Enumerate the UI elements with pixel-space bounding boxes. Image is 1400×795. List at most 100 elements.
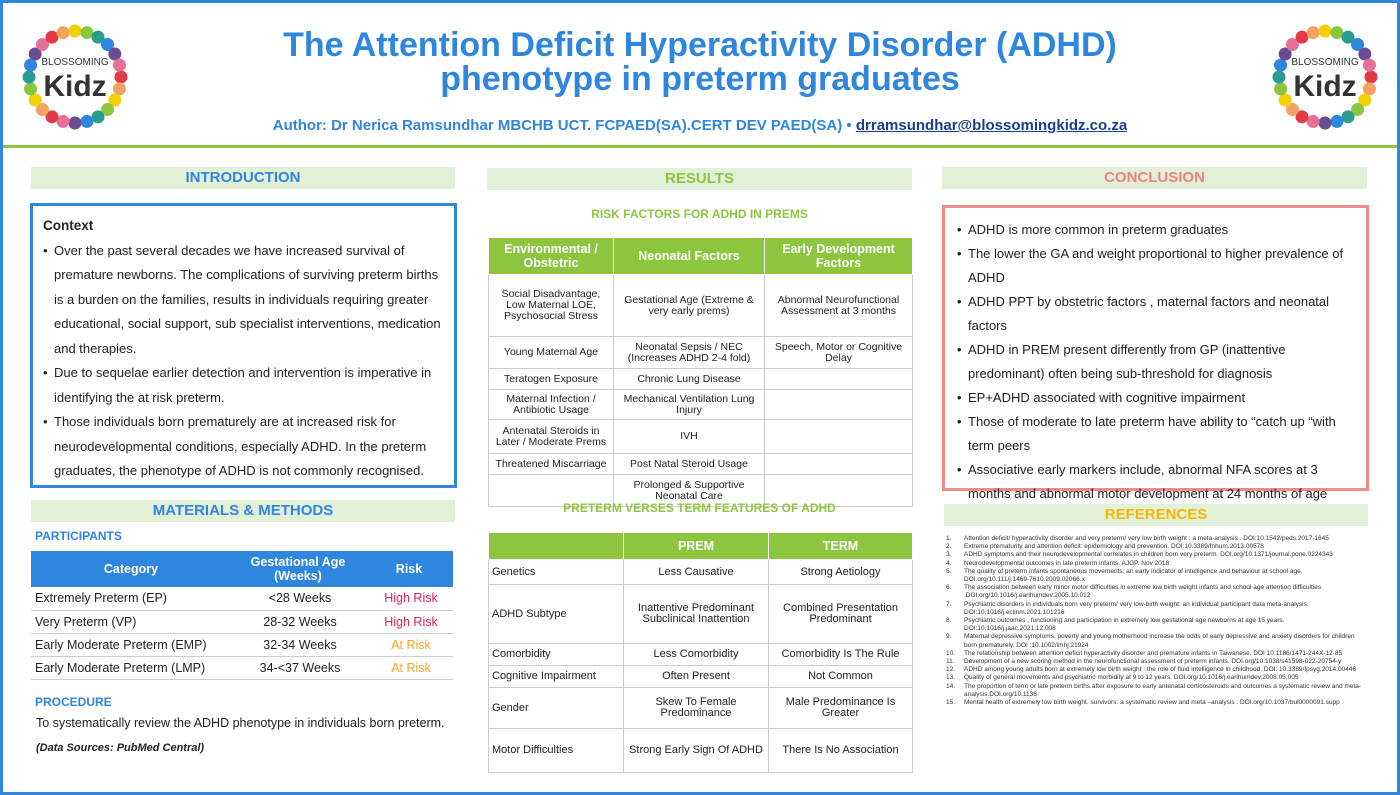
logo-petal (35, 37, 49, 51)
table-cell: Prolonged & Supportive Neonatal Care (613, 474, 765, 507)
risk-factors-title: RISK FACTORS FOR ADHD IN PREMS (591, 207, 808, 221)
reference-item: 14. The proportion of term or late preter… (946, 683, 1366, 699)
logo-petal (24, 58, 38, 72)
logo-petal (91, 30, 105, 44)
svg-text:BLOSSOMING: BLOSSOMING (41, 57, 108, 68)
table-cell: Gestational Age (Extreme & very early pr… (613, 274, 765, 337)
table-cell: Strong Early Sign Of ADHD (623, 728, 769, 773)
logo-petal (1306, 26, 1320, 40)
logo-petal (28, 47, 42, 61)
header-divider (3, 145, 1397, 148)
table-cell: Mechanical Ventilation Lung Injury (613, 389, 765, 420)
reference-text: Extreme prematurity and attention defici… (964, 543, 1264, 551)
reference-text: Psychiatric disorders in individuals bor… (964, 600, 1309, 616)
reference-number: 10. (946, 649, 956, 657)
feature-cell: Cognitive Impairment (488, 665, 624, 688)
age-cell: 28-32 Weeks (231, 610, 365, 634)
reference-text: The relationship between attention defic… (964, 649, 1343, 657)
reference-number: 12. (946, 666, 956, 674)
references-list: 1. Attention deficit/ hyperactivity disor… (946, 535, 1366, 707)
column-header: Category (31, 551, 231, 587)
blossoming-kidz-logo: BLOSSOMING Kidz (22, 24, 128, 130)
conclusion-list: ADHD is more common in preterm graduates… (957, 218, 1354, 506)
procedure-description: To systematically review the ADHD phenot… (36, 716, 445, 730)
table-row: Gender Skew To Female Predominance Male Pr… (488, 687, 913, 729)
table-cell: There Is No Association (768, 728, 913, 773)
author-email-link[interactable]: drramsundhar@blossomingkidz.co.za (855, 117, 1128, 134)
reference-text: Development of a new scoring method in t… (964, 658, 1342, 666)
table-cell (764, 453, 913, 475)
procedure-text: To systematically review the ADHD phenot… (36, 711, 451, 760)
table-cell: Social Disadvantage, Low Maternal LOE, P… (488, 274, 614, 337)
logo-petal (22, 70, 36, 84)
reference-item: 6. The association between early minor mo… (946, 584, 1366, 600)
table-row: ADHD Subtype Inattentive Predominant Subc… (488, 584, 913, 644)
table-row: Comorbidity Less Comorbidity Comorbidity I… (488, 643, 913, 666)
list-item: ADHD in PREM present differently from GP… (957, 338, 1354, 386)
blossoming-kidz-logo: BLOSSOMING Kidz (1272, 24, 1378, 130)
logo-petal (91, 110, 105, 124)
table-row: Very Preterm (VP) 28-32 Weeks High Risk (31, 610, 453, 634)
table-cell: Antenatal Steroids in Later / Moderate P… (488, 419, 614, 454)
logo-petal (1362, 58, 1376, 72)
author-name: Author: Dr Nerica Ramsundhar MBCHB UCT. … (272, 117, 852, 134)
list-item: Those individuals born prematurely are a… (43, 410, 444, 484)
category-cell: Very Preterm (VP) (31, 610, 231, 634)
logo-petal (1351, 103, 1365, 117)
logo-petal (80, 26, 94, 40)
table-row: Motor Difficulties Strong Early Sign Of A… (488, 728, 913, 773)
poster-title: The Attention Deficit Hyperactivity Diso… (150, 28, 1250, 96)
table-row: Antenatal Steroids in Later / Moderate P… (488, 419, 913, 454)
conclusion-box: ADHD is more common in preterm graduates… (942, 205, 1369, 501)
table-cell: Abnormal Neurofunctional Assessment at 3… (764, 274, 913, 337)
reference-text: ADHD among young adults born at extremel… (964, 666, 1357, 674)
table-row: Early Moderate Preterm (LMP) 34-<37 Weeks… (31, 656, 453, 680)
logo-petal (1341, 110, 1355, 124)
logo-petal (1274, 58, 1288, 72)
poster-header: BLOSSOMING Kidz BLOSSOMING Kidz The Atte… (0, 0, 1400, 148)
reference-number: 13. (946, 674, 956, 682)
context-label: Context (43, 218, 94, 233)
column-header: PREM (623, 532, 769, 560)
preterm-term-table: PREM TERM Genetics Less Causative Strong A… (488, 532, 913, 773)
reference-item: 1. Attention deficit/ hyperactivity disor… (946, 535, 1366, 543)
table-cell: Post Natal Steroid Usage (613, 453, 765, 475)
reference-number: 11. (946, 658, 955, 666)
reference-text: Maternal depressive symptoms, poverty an… (964, 633, 1355, 649)
title-line-1: The Attention Deficit Hyperactivity Diso… (283, 26, 1117, 64)
participants-label: PARTICIPANTS (35, 529, 122, 543)
reference-text: Neurodevelopmental outcomes in late pret… (964, 559, 1170, 567)
logo-petal (1295, 110, 1309, 124)
reference-number: 6. (946, 584, 952, 592)
reference-number: 14. (946, 682, 956, 690)
table-cell: Skew To Female Predominance (623, 687, 769, 729)
feature-cell: Comorbidity (488, 643, 624, 666)
table-cell: Maternal Infection / Antibiotic Usage (488, 389, 614, 420)
table-cell: Strong Aetiology (768, 559, 913, 585)
reference-number: 2. (946, 543, 952, 551)
logo-petal (1358, 47, 1372, 61)
logo-petal (35, 103, 49, 117)
logo-petal (108, 47, 122, 61)
table-row: Social Disadvantage, Low Maternal LOE, P… (488, 274, 913, 337)
list-item: Due to sequelae earlier detection and in… (43, 361, 444, 410)
column-header: Gestational Age (Weeks) (231, 551, 365, 587)
table-row: Maternal Infection / Antibiotic Usage Mec… (488, 389, 913, 420)
table-row: Cognitive Impairment Often Present Not Com… (488, 665, 913, 688)
reference-text: ADHD symptoms and their neurodevelopment… (964, 551, 1333, 559)
logo-petal (1358, 93, 1372, 107)
reference-number: 7. (946, 600, 952, 608)
logo-petal (1330, 26, 1344, 40)
reference-text: The quality of preterm infants spontaneo… (964, 567, 1303, 584)
risk-cell: At Risk (365, 633, 453, 657)
risk-cell: High Risk (365, 610, 453, 634)
column-header: Environmental / Obstetric (488, 237, 614, 275)
participants-table: Category Gestational Age (Weeks) Risk Ex… (31, 551, 453, 680)
table-cell: Less Causative (623, 559, 769, 585)
reference-text: Attention deficit/ hyperactivity disorde… (964, 535, 1329, 542)
table-cell: Not Common (768, 665, 913, 688)
logo-petal (114, 70, 128, 84)
reference-item: 5. The quality of preterm infants spontan… (946, 568, 1366, 584)
table-cell: Comorbidity Is The Rule (768, 643, 913, 666)
list-item: ADHD PPT by obstetric factors , maternal… (957, 290, 1354, 338)
